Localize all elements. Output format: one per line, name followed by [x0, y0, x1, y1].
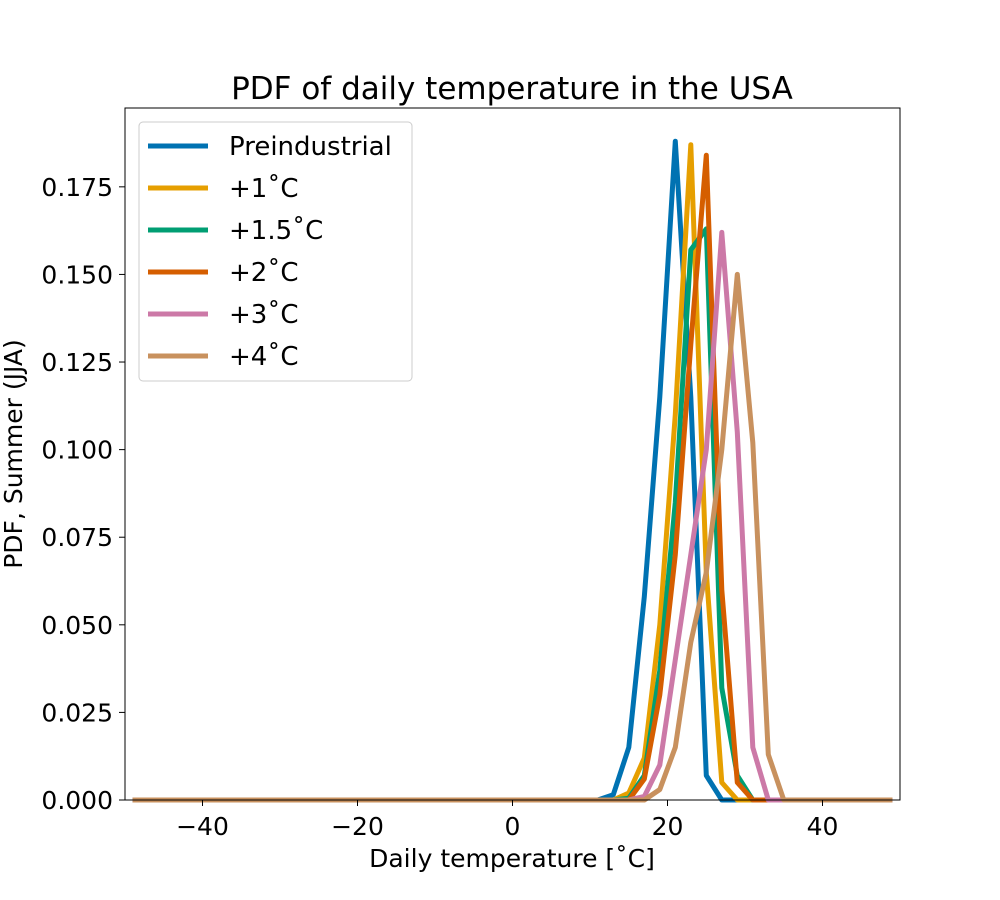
y-tick-label: 0.100 — [41, 436, 113, 465]
legend-label: +1.5˚C — [229, 216, 323, 246]
x-tick-label: 20 — [652, 812, 684, 841]
legend-label: +4˚C — [229, 342, 298, 372]
y-tick-label: 0.150 — [41, 260, 113, 289]
y-tick-label: 0.175 — [41, 173, 113, 202]
x-tick-label: 0 — [505, 812, 521, 841]
y-tick-label: 0.000 — [41, 786, 113, 815]
legend-label: +1˚C — [229, 174, 298, 204]
y-tick-label: 0.075 — [41, 523, 113, 552]
legend: Preindustrial +1˚C +1.5˚C +2˚C +3˚C +4˚C — [138, 121, 413, 382]
y-axis: 0.000 0.025 0.050 0.075 0.100 0.125 0.150 0.175 — [41, 173, 125, 815]
y-tick-label: 0.125 — [41, 348, 113, 377]
x-axis-label: Daily temperature [˚C] — [369, 844, 655, 873]
legend-label: Preindustrial — [229, 132, 392, 162]
legend-label: +2˚C — [229, 258, 298, 288]
x-tick-label: −40 — [176, 812, 229, 841]
y-tick-label: 0.025 — [41, 698, 113, 727]
legend-label: +3˚C — [229, 300, 298, 330]
series-line-5 — [132, 271, 893, 803]
series-line-4 — [132, 229, 893, 803]
chart-title: PDF of daily temperature in the USA — [231, 71, 793, 107]
y-tick-label: 0.050 — [41, 611, 113, 640]
x-tick-label: 40 — [807, 812, 839, 841]
series-line-1 — [132, 142, 893, 803]
x-tick-label: −20 — [331, 812, 384, 841]
y-axis-label: PDF, Summer (JJA) — [0, 339, 28, 569]
x-axis: −40 −20 0 20 40 — [176, 800, 838, 841]
